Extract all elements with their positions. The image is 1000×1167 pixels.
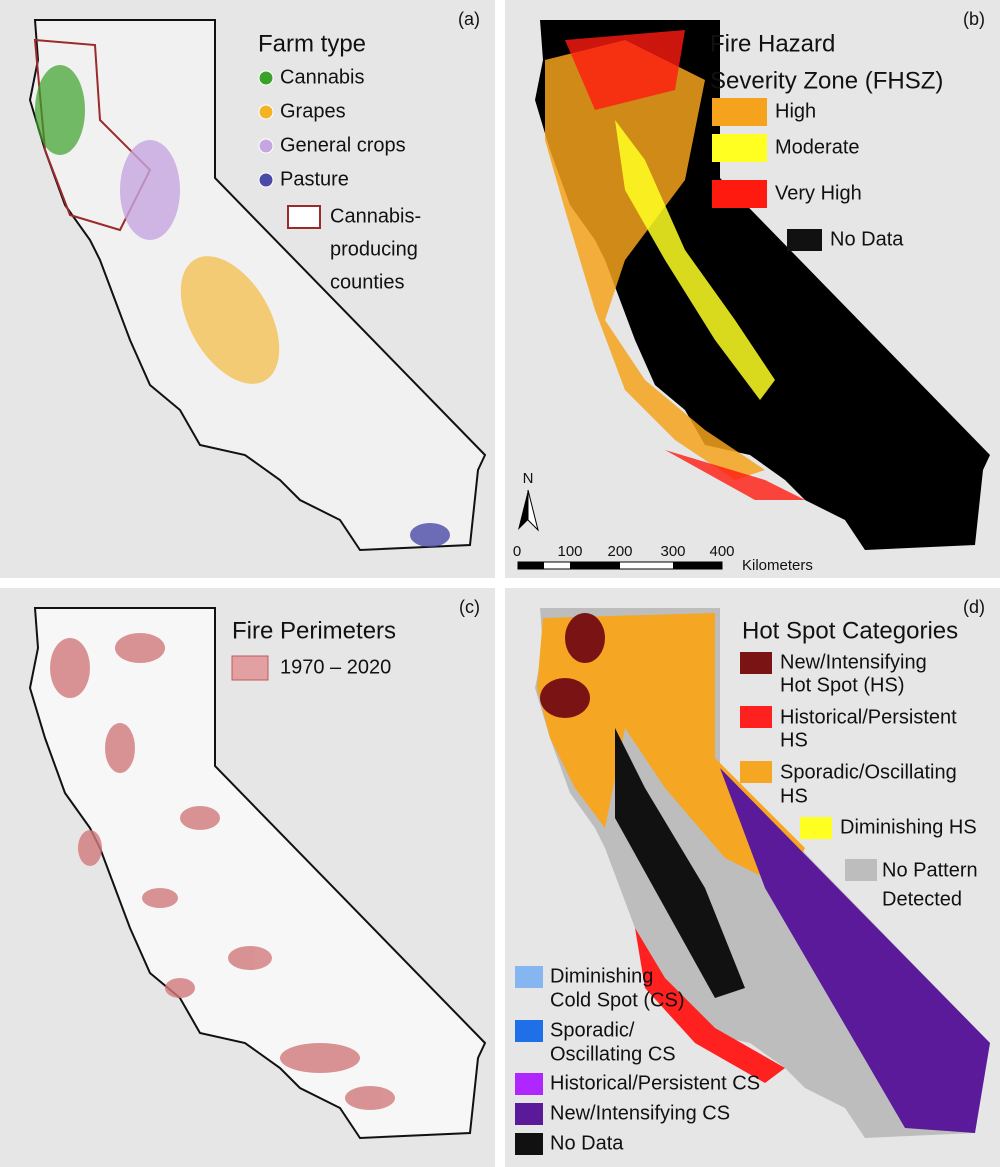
hotspot-zone [720,768,990,1133]
legend-swatch [258,172,274,188]
legend-label: Detected [882,888,962,910]
legend-label: Cannabis- [330,205,421,227]
panel-label: (c) [459,597,480,617]
legend-label: HS [780,785,808,807]
legend-swatch [787,229,822,251]
scale-label: 100 [557,543,582,560]
farm-cluster [35,65,85,155]
fire-perimeters [50,633,395,1110]
legend-label: New/Intensifying CS [550,1102,730,1124]
legend-label: Grapes [280,100,346,122]
legend-swatch [515,1020,543,1042]
legend-swatch [515,1103,543,1125]
legend-swatch [740,652,772,674]
scale-bar [673,562,722,569]
legend-label: counties [330,271,405,293]
panel-c: (c) Fire Perimeters 1970 – 2020 [0,588,495,1167]
legend-swatch [515,1073,543,1095]
legend-label: High [775,100,816,122]
panel-label: (b) [963,9,985,29]
legend-label: Sporadic/ [550,1019,635,1041]
legend-label: Sporadic/Oscillating [780,761,957,783]
legend-label: Very High [775,182,862,204]
scale-bar [518,562,544,569]
panel-d: (d)Hot Spot Categories New/IntensifyingHo… [505,588,1000,1167]
legend-label: Cold Spot (CS) [550,989,685,1011]
hazard-zone [565,30,805,500]
legend-label: producing [330,238,418,260]
hotspot-zone [540,678,590,718]
legend-label: Hot Spot (HS) [780,674,904,696]
scale-unit: Kilometers [742,557,813,574]
farm-cluster [120,140,180,240]
legend-label: No Data [830,228,904,250]
farm-cluster [180,256,280,384]
legend-swatch [800,817,832,839]
legend-label: No Data [550,1132,624,1154]
legend-label: 1970 – 2020 [280,656,391,678]
legend-label: Cannabis [280,66,365,88]
legend-swatch [712,134,767,162]
legend-label: Diminishing [550,965,653,987]
north-arrow [518,490,528,530]
legend-swatch [515,966,543,988]
legend-label: Oscillating CS [550,1043,676,1065]
legend-label: HS [780,729,808,751]
legend-swatch [258,138,274,154]
north-label: N [523,470,534,487]
legend-swatch [712,180,767,208]
legend-swatch [231,655,269,681]
legend-swatch [740,706,772,728]
hotspot-zone [635,928,785,1083]
panel-b: (b) Fire Hazard Severity Zone (FHSZ) High Mo… [505,0,1000,578]
legend-swatch [287,205,321,229]
scale-label: 300 [660,543,685,560]
panel-label: (d) [963,597,985,617]
legend-swatch [712,98,767,126]
scale-label: 400 [709,543,734,560]
legend-swatch [258,104,274,120]
scale-label: 200 [607,543,632,560]
panel-a: (a) Farm type Cannabis Grapes General crops P… [0,0,495,578]
legend-label: Historical/Persistent CS [550,1072,760,1094]
legend-swatch [515,1133,543,1155]
hotspot-zone [615,728,745,998]
legend-swatch [845,859,877,881]
legend-title: Farm type [258,30,366,57]
legend-label: Diminishing HS [840,816,977,838]
hazard-zone [615,120,775,400]
panel-label: (a) [458,9,480,29]
legend-title: Severity Zone (FHSZ) [710,67,943,94]
legend-label: Moderate [775,136,860,158]
hotspot-zone [537,613,805,888]
legend-label: Pasture [280,168,349,190]
legend-label: General crops [280,134,406,156]
legend-title: Fire Perimeters [232,617,396,644]
legend-label: Historical/Persistent [780,706,957,728]
hazard-zone [545,40,765,480]
scale-bar [570,562,620,569]
hotspot-zone [565,613,605,663]
farm-cluster [410,523,450,547]
legend-title: Fire Hazard [710,30,835,57]
legend-swatch [258,70,274,86]
legend-label: No Pattern [882,859,978,881]
north-arrow [527,489,539,532]
legend-title: Hot Spot Categories [742,617,958,644]
legend-swatch [740,761,772,783]
legend-label: New/Intensifying [780,651,927,673]
scale-label: 0 [513,543,521,560]
